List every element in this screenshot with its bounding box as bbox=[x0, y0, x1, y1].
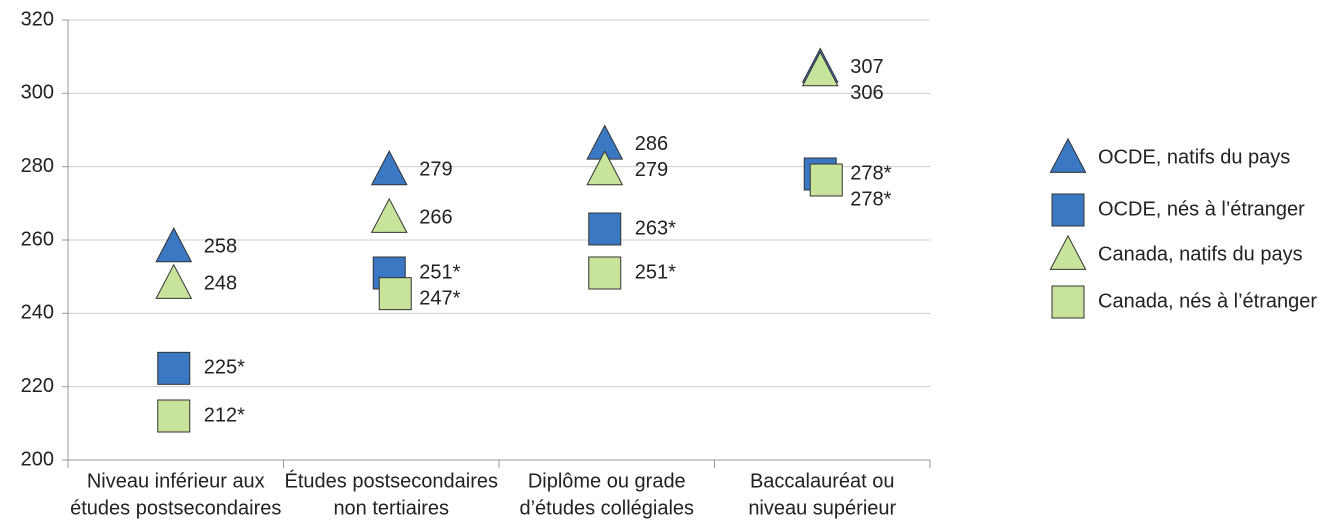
legend-label: OCDE, nés à l’étranger bbox=[1098, 198, 1305, 220]
data-label: 306 bbox=[850, 82, 883, 104]
x-tick-label: Diplôme ou grade bbox=[528, 470, 686, 492]
triangle-marker bbox=[370, 197, 408, 233]
y-tick-label: 320 bbox=[21, 8, 54, 30]
data-label: 225* bbox=[204, 357, 245, 379]
data-label: 278* bbox=[850, 188, 891, 210]
data-label: 258 bbox=[204, 236, 237, 258]
square-marker bbox=[588, 256, 622, 290]
data-label: 266 bbox=[419, 206, 452, 228]
data-label: 251* bbox=[635, 261, 676, 283]
y-tick-label: 200 bbox=[21, 448, 54, 470]
x-tick-label: niveau supérieur bbox=[748, 497, 896, 519]
x-tick-label: Niveau inférieur aux bbox=[87, 470, 265, 492]
y-tick-label: 260 bbox=[21, 228, 54, 250]
y-tick-label: 280 bbox=[21, 155, 54, 177]
square-marker bbox=[1051, 285, 1085, 319]
x-tick-label: Baccalauréat ou bbox=[750, 470, 895, 492]
triangle-marker bbox=[1049, 234, 1087, 270]
data-label: 286 bbox=[635, 133, 668, 155]
square-marker bbox=[157, 351, 191, 385]
data-label: 279 bbox=[419, 159, 452, 181]
triangle-marker bbox=[370, 150, 408, 186]
data-label: 251* bbox=[419, 261, 460, 283]
legend-label: Canada, natifs du pays bbox=[1098, 243, 1303, 265]
triangle-marker bbox=[801, 51, 839, 87]
square-marker bbox=[378, 277, 412, 311]
triangle-marker bbox=[1049, 137, 1087, 173]
square-marker bbox=[1051, 193, 1085, 227]
data-label: 307 bbox=[850, 56, 883, 78]
data-label: 278* bbox=[850, 162, 891, 184]
data-label: 212* bbox=[204, 404, 245, 426]
square-marker bbox=[809, 163, 843, 197]
data-label: 263* bbox=[635, 217, 676, 239]
x-tick-label: d’études collégiales bbox=[519, 497, 694, 519]
y-tick-label: 300 bbox=[21, 82, 54, 104]
y-tick-label: 220 bbox=[21, 375, 54, 397]
x-tick-label: Études postsecondaires bbox=[285, 469, 498, 492]
triangle-marker bbox=[155, 227, 193, 263]
x-tick-label: études postsecondaires bbox=[70, 497, 281, 519]
square-marker bbox=[157, 399, 191, 433]
x-tick-label: non tertiaires bbox=[333, 497, 449, 519]
triangle-marker bbox=[586, 150, 624, 186]
data-label: 248 bbox=[204, 272, 237, 294]
y-tick-label: 240 bbox=[21, 302, 54, 324]
triangle-marker bbox=[155, 263, 193, 299]
data-label: 279 bbox=[635, 159, 668, 181]
legend-label: OCDE, natifs du pays bbox=[1098, 146, 1290, 168]
legend-label: Canada, nés à l’étranger bbox=[1098, 290, 1317, 312]
data-label: 247* bbox=[419, 287, 460, 309]
square-marker bbox=[588, 212, 622, 246]
